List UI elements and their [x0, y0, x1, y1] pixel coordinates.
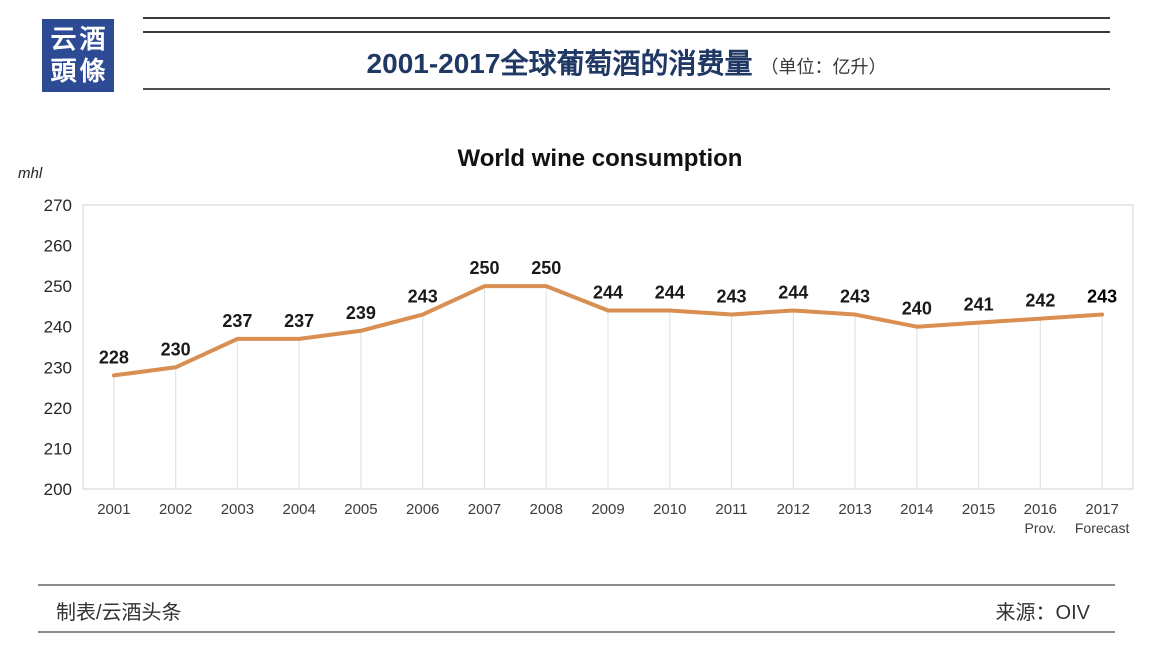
x-tick-label: 2005	[344, 501, 377, 518]
footer-bottom-rule	[38, 631, 1115, 633]
y-tick-label: 220	[44, 399, 72, 418]
y-tick-label: 250	[44, 277, 72, 296]
x-tick-label: 2003	[221, 501, 254, 518]
x-tick-label: 2012	[777, 501, 810, 518]
x-tick-label: 2015	[962, 501, 995, 518]
brand-logo-line1: 云酒	[50, 24, 109, 55]
x-tick-label: 2008	[530, 501, 563, 518]
y-tick-label: 230	[44, 358, 72, 377]
data-label: 243	[717, 287, 747, 307]
data-label: 244	[778, 282, 808, 302]
data-label: 243	[840, 287, 870, 307]
brand-logo: 云酒 頭條	[42, 19, 114, 92]
brand-logo-line2: 頭條	[50, 56, 109, 87]
footer-credit: 制表/云酒头条	[56, 602, 182, 624]
x-tick-label: 2009	[591, 501, 624, 518]
x-tick-sublabel: Prov.	[1025, 520, 1057, 536]
data-label: 228	[99, 347, 129, 367]
x-tick-label: 2007	[468, 501, 501, 518]
data-label: 244	[655, 282, 685, 302]
footer-source: 来源：OIV	[995, 602, 1090, 624]
data-label: 242	[1025, 291, 1055, 311]
data-label: 240	[902, 299, 932, 319]
x-tick-label: 2013	[838, 501, 871, 518]
y-tick-label: 210	[44, 439, 72, 458]
x-tick-sublabel: Forecast	[1075, 520, 1130, 536]
y-axis-unit-label: mhl	[18, 165, 43, 182]
y-tick-label: 260	[44, 237, 72, 256]
wine-chart: mhl World wine consumption 270 260 250 240 230…	[18, 145, 1134, 536]
x-tick-label: 2010	[653, 501, 686, 518]
data-label: 244	[593, 282, 623, 302]
header-bottom-rule	[143, 88, 1110, 90]
x-tick-label: 2001	[97, 501, 130, 518]
x-tick-label: 2017	[1085, 501, 1118, 518]
y-tick-label: 270	[44, 196, 72, 215]
x-tick-label: 2014	[900, 501, 933, 518]
x-tick-label: 2002	[159, 501, 192, 518]
y-tick-label: 200	[44, 480, 72, 499]
page-title-row: 2001-2017全球葡萄酒的消费量 （单位：亿升）	[143, 42, 1110, 82]
x-tick-label: 2016	[1024, 501, 1057, 518]
data-label: 241	[964, 295, 994, 315]
data-label: 230	[161, 339, 191, 359]
data-label: 243	[408, 287, 438, 307]
x-tick-label: 2004	[282, 501, 315, 518]
x-tick-label: 2006	[406, 501, 439, 518]
page-title-unit: （单位：亿升）	[760, 57, 887, 77]
data-label: 243	[1087, 287, 1117, 307]
page-title: 2001-2017全球葡萄酒的消费量	[366, 48, 753, 79]
chart-title: World wine consumption	[458, 145, 743, 172]
x-tick-label: 2011	[715, 501, 747, 518]
data-label: 237	[222, 311, 252, 331]
data-label: 250	[469, 258, 499, 278]
y-tick-label: 240	[44, 318, 72, 337]
data-label: 237	[284, 311, 314, 331]
data-label: 250	[531, 258, 561, 278]
data-label: 239	[346, 303, 376, 323]
header-double-rule	[143, 17, 1110, 33]
footer-top-rule	[38, 584, 1115, 586]
wine-consumption-line	[111, 284, 1105, 378]
